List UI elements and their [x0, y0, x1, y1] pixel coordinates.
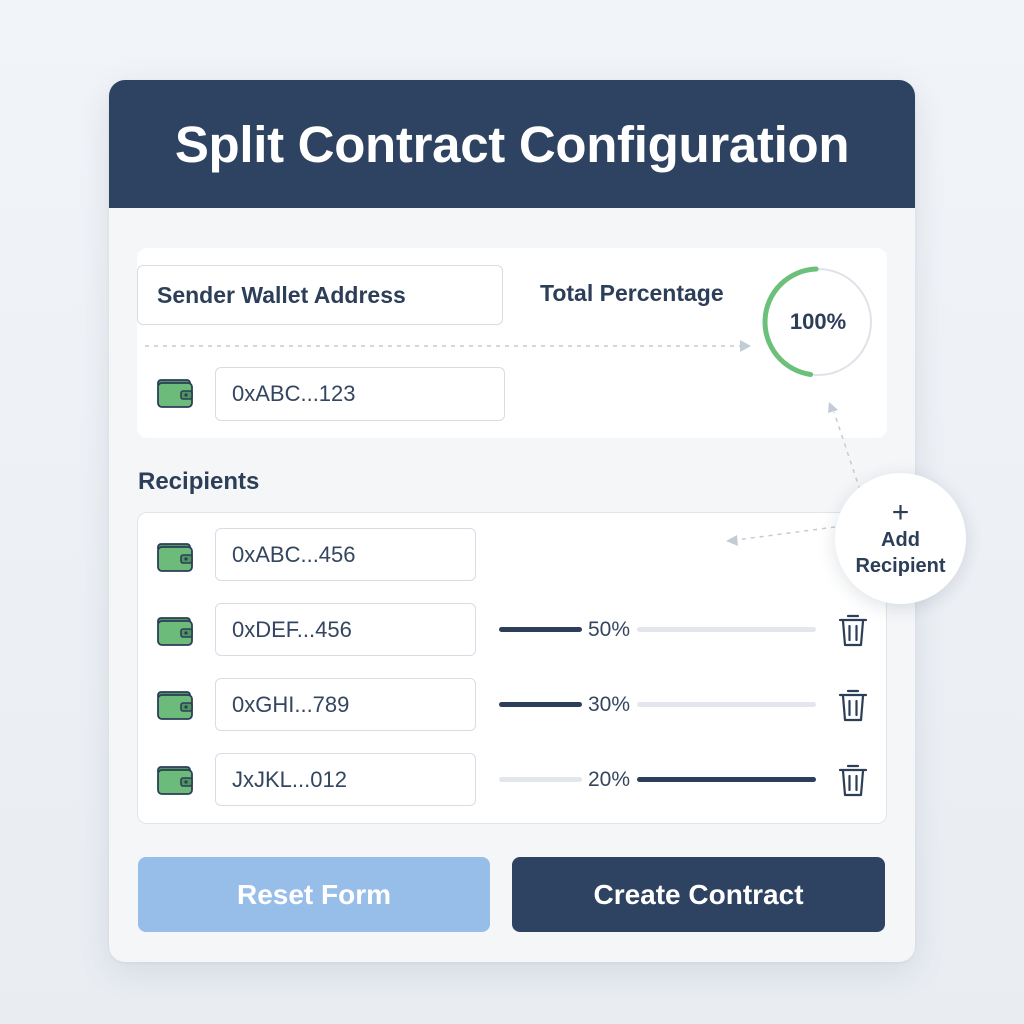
reset-form-button[interactable]: Reset Form: [138, 857, 490, 932]
recipients-title: Recipients: [138, 468, 260, 495]
percentage-slider-track[interactable]: [499, 777, 582, 782]
recipient-address-input[interactable]: 0xGHI...789: [215, 678, 476, 731]
trash-icon[interactable]: [837, 762, 869, 798]
add-recipient-label-line1: Add: [881, 528, 920, 551]
recipient-address-input[interactable]: 0xABC...456: [215, 528, 476, 581]
recipient-percentage: 20%: [588, 768, 631, 791]
total-percentage-label: Total Percentage: [540, 280, 724, 306]
wallet-icon: [157, 543, 193, 572]
add-recipient-label-line2: Recipient: [855, 554, 946, 577]
header: Split Contract Configuration: [109, 80, 915, 208]
sender-panel: Sender Wallet Address Total Percentage 0…: [137, 248, 887, 438]
wallet-icon: [157, 766, 193, 795]
recipient-address-input[interactable]: JxJKL...012: [215, 753, 476, 806]
percentage-slider-track-filled[interactable]: [499, 627, 582, 632]
create-contract-button[interactable]: Create Contract: [512, 857, 885, 932]
percentage-slider-track[interactable]: [637, 627, 816, 632]
sender-wallet-label: Sender Wallet Address: [137, 265, 503, 325]
wallet-icon: [157, 691, 193, 720]
percentage-slider-track[interactable]: [637, 702, 816, 707]
wallet-icon: [157, 617, 193, 646]
recipient-percentage: 50%: [588, 618, 631, 641]
recipients-panel: 0xABC...456 0xDEF...456 50% 0xGHI...789 …: [137, 512, 887, 824]
percentage-slider-track-filled[interactable]: [499, 702, 582, 707]
page-title: Split Contract Configuration: [174, 115, 850, 173]
percentage-slider-track-filled[interactable]: [637, 777, 816, 782]
total-percentage-value: 100%: [789, 309, 847, 334]
split-contract-card: Split Contract Configuration Sender Wall…: [109, 80, 915, 962]
add-recipient-button[interactable]: + Add Recipient: [835, 473, 966, 604]
sender-address-input[interactable]: 0xABC...123: [215, 367, 505, 421]
trash-icon[interactable]: [837, 612, 869, 648]
plus-icon: +: [891, 495, 910, 529]
trash-icon[interactable]: [837, 687, 869, 723]
total-percentage-gauge: [762, 266, 872, 377]
recipient-percentage: 30%: [588, 693, 631, 716]
wallet-icon: [157, 379, 193, 408]
recipient-address-input[interactable]: 0xDEF...456: [215, 603, 476, 656]
